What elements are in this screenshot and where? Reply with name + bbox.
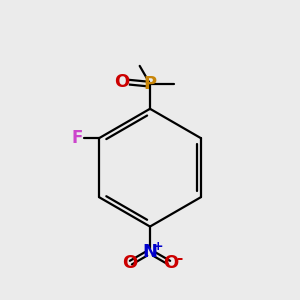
Text: F: F	[71, 129, 82, 147]
Text: N: N	[142, 243, 158, 261]
Text: O: O	[114, 73, 130, 91]
Text: P: P	[143, 75, 157, 93]
Text: -: -	[176, 251, 182, 266]
Text: O: O	[163, 254, 178, 272]
Text: +: +	[153, 240, 164, 254]
Text: O: O	[122, 254, 137, 272]
